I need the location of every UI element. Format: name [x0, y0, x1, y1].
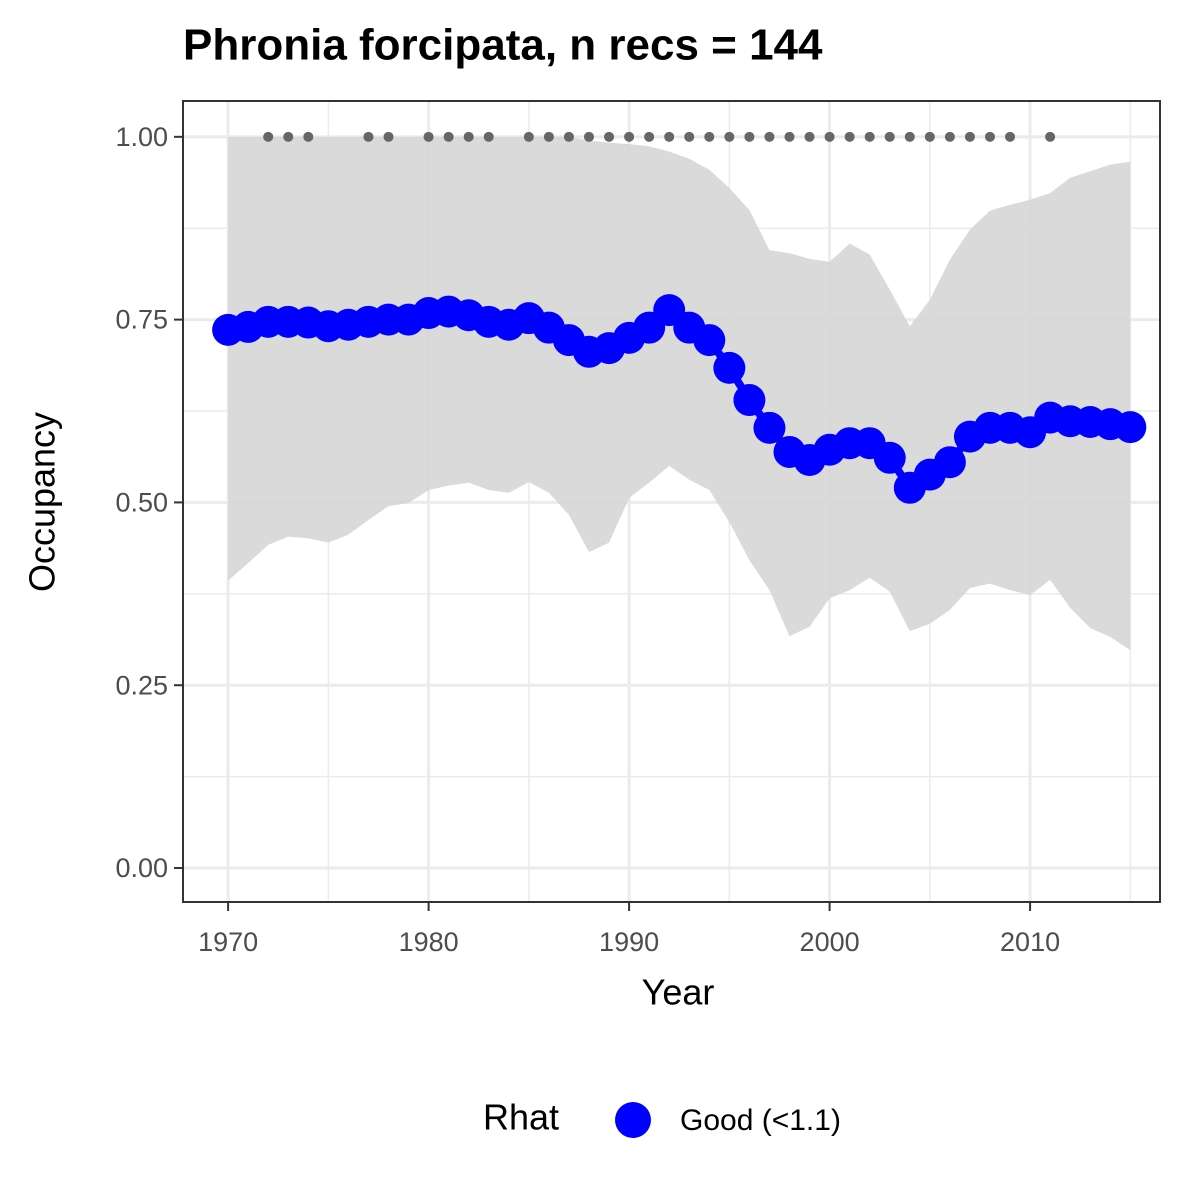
y-tick-label: 0.00 — [115, 853, 168, 883]
y-tick-label: 0.75 — [115, 305, 168, 335]
record-dot — [944, 131, 955, 142]
y-tick-label: 0.25 — [115, 670, 168, 700]
x-tick-label: 1990 — [599, 927, 659, 957]
legend-key — [615, 1102, 651, 1138]
record-dot — [664, 131, 675, 142]
record-dot — [804, 131, 815, 142]
record-dot — [864, 131, 875, 142]
occupancy-point — [753, 411, 786, 444]
record-dot — [904, 131, 915, 142]
occupancy-point — [713, 351, 746, 384]
legend-label: Good (<1.1) — [680, 1104, 841, 1137]
record-dot — [303, 131, 314, 142]
occupancy-point — [1114, 411, 1147, 444]
x-tick-label: 1980 — [399, 927, 459, 957]
x-tick-label: 1970 — [198, 927, 258, 957]
record-dot — [563, 131, 574, 142]
record-dot — [443, 131, 454, 142]
record-dot — [1045, 131, 1056, 142]
record-dot — [283, 131, 294, 142]
y-tick-label: 0.50 — [115, 488, 168, 518]
record-dot — [604, 131, 615, 142]
record-dot — [583, 131, 594, 142]
chart-title: Phronia forcipata, n recs = 144 — [183, 21, 823, 70]
credible-interval — [228, 136, 1131, 651]
occupancy-point — [693, 324, 726, 357]
record-dot — [644, 131, 655, 142]
record-dot — [764, 131, 775, 142]
record-dot — [1005, 131, 1016, 142]
y-tick-label: 1.00 — [115, 122, 168, 152]
record-dot — [704, 131, 715, 142]
record-dot — [844, 131, 855, 142]
x-tick-label: 2010 — [1000, 927, 1060, 957]
record-dot — [884, 131, 895, 142]
record-dot — [984, 131, 995, 142]
record-dot — [383, 131, 394, 142]
occupancy-point — [933, 446, 966, 479]
record-dot — [263, 131, 274, 142]
y-axis-title: Occupancy — [22, 412, 63, 592]
record-dot — [363, 131, 374, 142]
record-dot — [523, 131, 534, 142]
record-dot — [684, 131, 695, 142]
legend-title: Rhat — [483, 1097, 559, 1138]
record-dot — [463, 131, 474, 142]
record-dot — [964, 131, 975, 142]
record-dot — [744, 131, 755, 142]
record-dot — [724, 131, 735, 142]
record-dot — [543, 131, 554, 142]
panel-border — [182, 100, 1161, 903]
x-axis-title: Year — [642, 972, 715, 1013]
record-dot — [624, 131, 635, 142]
record-dot — [423, 131, 434, 142]
occupancy-point — [733, 384, 766, 417]
record-dot — [824, 131, 835, 142]
occupancy-point — [873, 441, 906, 474]
record-dot — [924, 131, 935, 142]
x-tick-label: 2000 — [800, 927, 860, 957]
record-dot — [483, 131, 494, 142]
record-dot — [784, 131, 795, 142]
